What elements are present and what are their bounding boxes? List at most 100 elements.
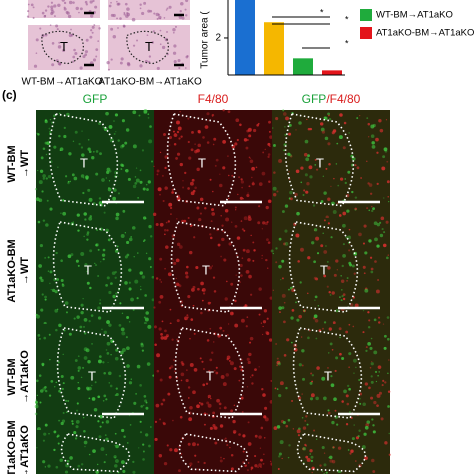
cell: [85, 38, 89, 42]
signal: [176, 218, 178, 220]
signal: [176, 130, 180, 134]
signal: [213, 137, 217, 141]
signal: [159, 257, 163, 261]
signal: [121, 119, 125, 123]
cell: [92, 0, 95, 3]
signal: [340, 275, 342, 277]
signal: [186, 314, 189, 317]
signal: [69, 456, 73, 460]
signal: [77, 229, 80, 232]
cell: [117, 27, 119, 29]
signal: [283, 354, 287, 357]
signal: [42, 219, 46, 222]
signal: [101, 253, 106, 257]
signal: [106, 276, 110, 280]
signal: [307, 127, 311, 131]
row-label: →AT1aKO: [19, 425, 31, 474]
signal: [135, 392, 138, 395]
tumor-outline: [284, 113, 355, 207]
signal: [128, 381, 133, 385]
signal: [340, 299, 343, 302]
signal: [62, 211, 67, 216]
cell: [172, 27, 176, 32]
signal: [158, 327, 162, 331]
signal: [115, 216, 119, 221]
signal: [242, 248, 246, 252]
cell: [147, 9, 151, 13]
cell: [108, 4, 112, 8]
signal: [353, 424, 356, 426]
signal: [383, 197, 385, 199]
signal: [362, 242, 366, 245]
cell: [85, 3, 88, 6]
signal: [360, 177, 362, 179]
signal: [105, 454, 108, 456]
signal: [136, 297, 139, 300]
signal: [388, 201, 390, 203]
signal: [54, 309, 59, 313]
signal: [329, 294, 332, 296]
signal: [100, 447, 105, 451]
signal: [132, 184, 137, 189]
signal: [134, 182, 138, 185]
signal: [83, 356, 88, 360]
cell: [67, 14, 72, 19]
signal: [356, 166, 360, 170]
signal: [259, 447, 262, 449]
signal: [99, 425, 102, 428]
signal: [139, 384, 142, 387]
signal: [335, 163, 338, 165]
signal: [39, 401, 42, 404]
signal: [376, 244, 380, 248]
signal: [110, 282, 113, 285]
cell: [177, 59, 181, 63]
signal: [309, 127, 313, 131]
signal: [143, 395, 147, 398]
signal: [269, 460, 272, 463]
signal: [187, 117, 190, 120]
signal: [268, 200, 271, 203]
signal: [114, 464, 118, 468]
signal: [103, 127, 108, 131]
cell: [181, 16, 185, 20]
signal: [283, 149, 286, 152]
signal: [381, 166, 386, 171]
signal: [89, 249, 93, 253]
signal: [212, 143, 215, 146]
signal: [342, 297, 346, 301]
signal: [272, 127, 274, 129]
signal: [126, 240, 130, 245]
signal: [346, 279, 348, 282]
signal: [178, 469, 181, 473]
signal: [68, 152, 72, 156]
signal: [327, 409, 330, 412]
signal: [108, 187, 110, 189]
signal: [240, 318, 245, 323]
signal: [291, 341, 293, 344]
signal: [239, 281, 241, 283]
signal: [128, 237, 133, 242]
signal: [288, 444, 291, 447]
signal: [339, 296, 341, 298]
cell: [155, 12, 159, 17]
signal: [241, 257, 244, 259]
signal: [339, 336, 341, 339]
signal: [121, 144, 125, 148]
signal: [338, 327, 342, 331]
cell: [72, 1, 75, 4]
signal: [61, 387, 64, 391]
signal: [42, 460, 46, 464]
signal: [152, 212, 157, 217]
signal: [240, 396, 244, 400]
signal: [97, 306, 101, 310]
signal: [366, 160, 368, 163]
cell: [166, 7, 169, 10]
signal: [297, 434, 300, 437]
signal: [283, 320, 286, 324]
signal: [167, 220, 170, 223]
signal: [367, 341, 371, 346]
signal: [261, 257, 263, 260]
signal: [44, 257, 46, 259]
signal: [267, 153, 271, 156]
